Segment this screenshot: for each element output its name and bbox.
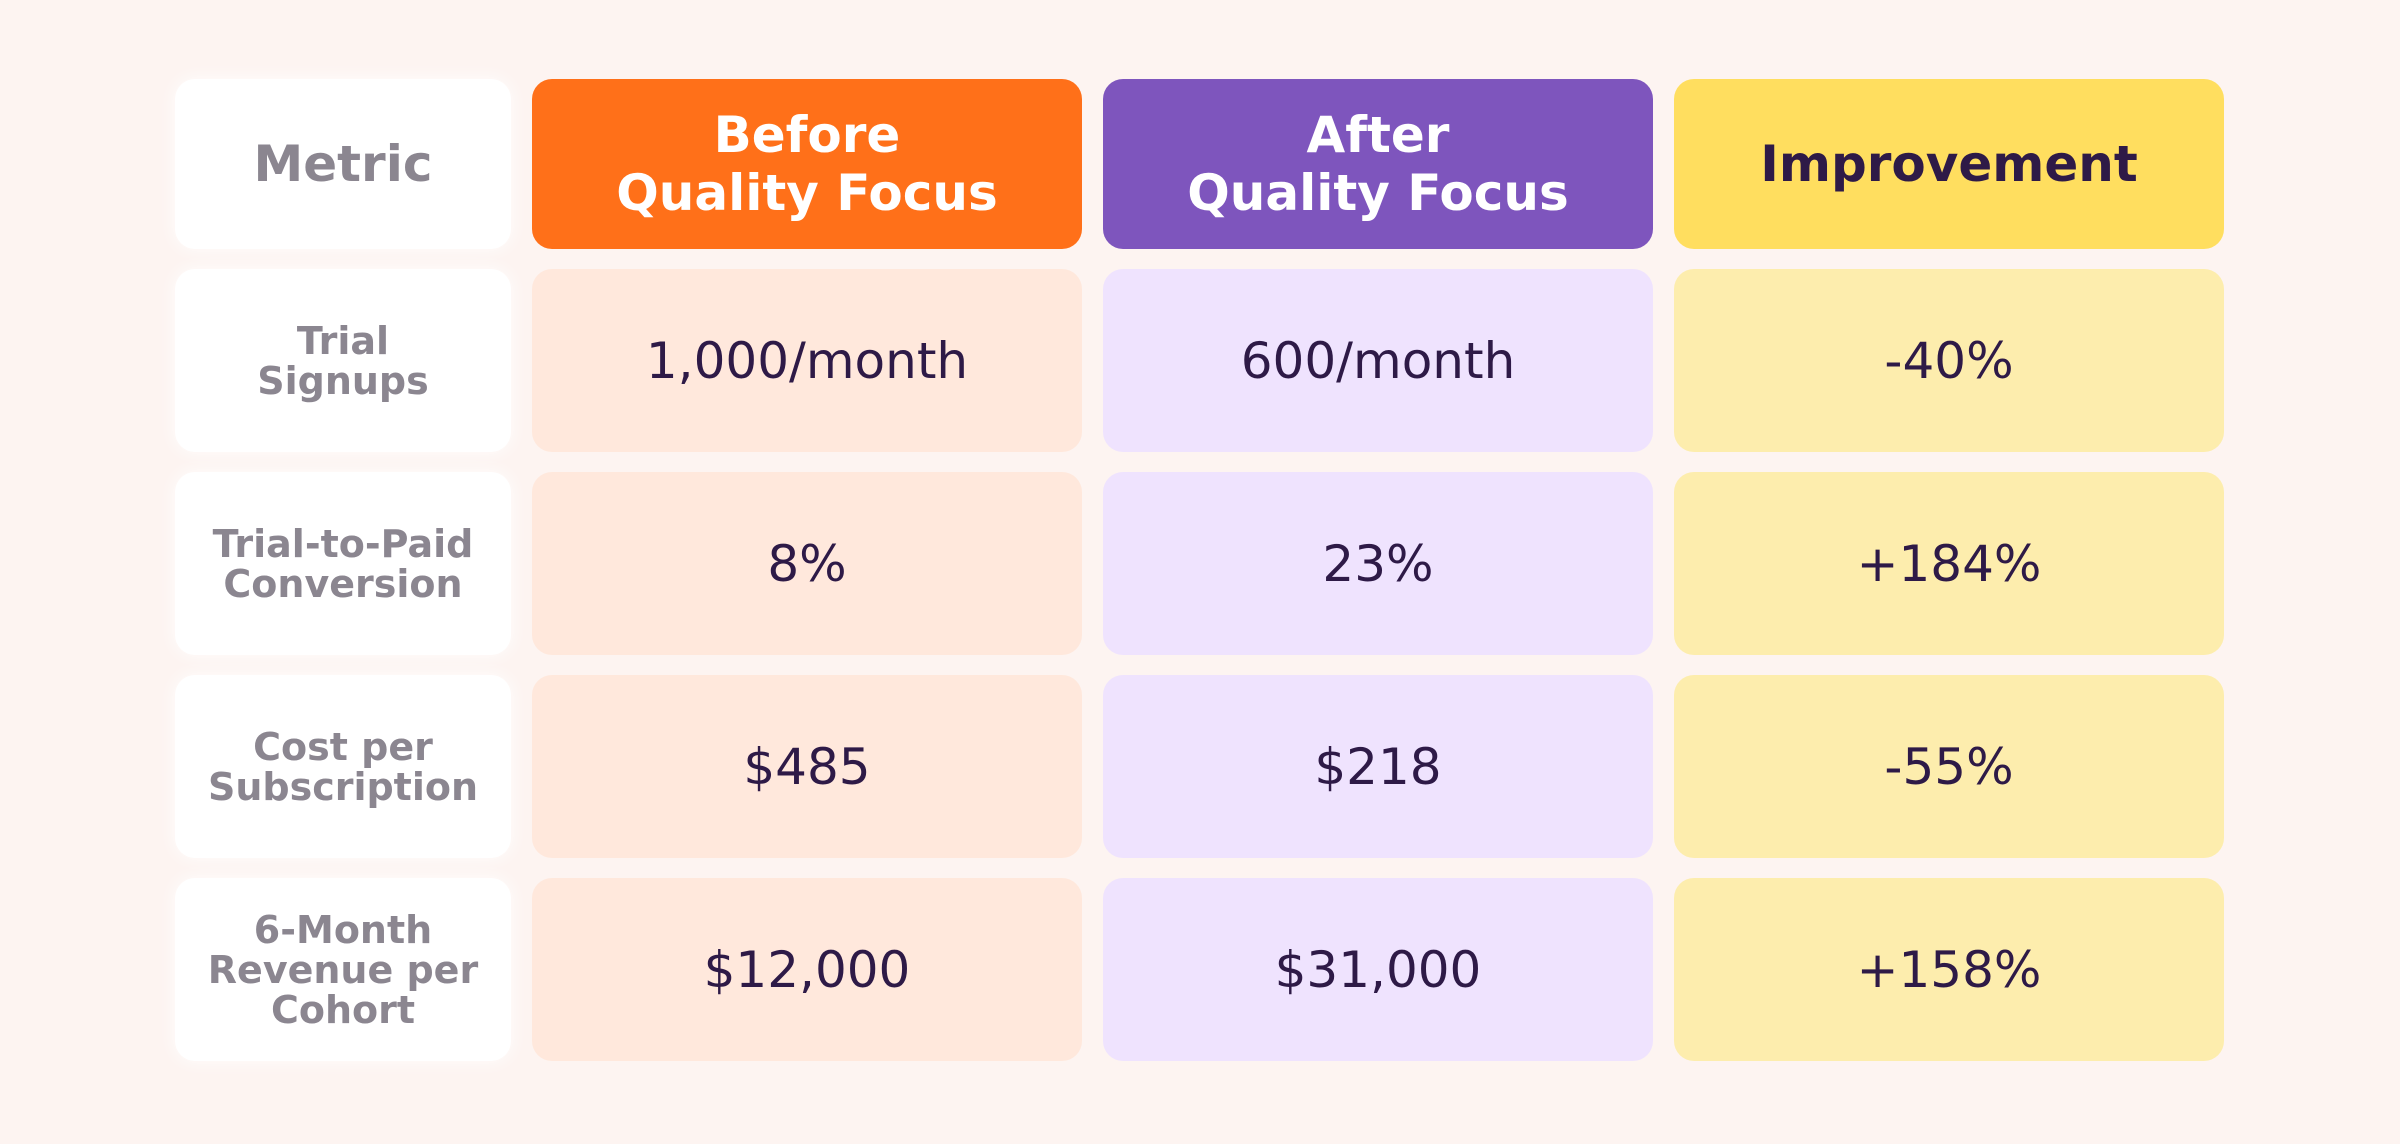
comparison-table: Metric Before Quality Focus After Qualit… (175, 79, 2224, 1061)
header-improvement: Improvement (1674, 79, 2224, 249)
header-after-quality-focus: After Quality Focus (1103, 79, 1653, 249)
metric-label-6-month-revenue-per-cohort: 6-Month Revenue per Cohort (175, 878, 511, 1061)
improvement-value-6-month-revenue-per-cohort: +158% (1674, 878, 2224, 1061)
before-value-trial-signups: 1,000/month (532, 269, 1082, 452)
after-value-6-month-revenue-per-cohort: $31,000 (1103, 878, 1653, 1061)
improvement-value-cost-per-subscription: -55% (1674, 675, 2224, 858)
after-value-trial-signups: 600/month (1103, 269, 1653, 452)
after-value-trial-to-paid-conversion: 23% (1103, 472, 1653, 655)
improvement-value-trial-signups: -40% (1674, 269, 2224, 452)
before-value-6-month-revenue-per-cohort: $12,000 (532, 878, 1082, 1061)
improvement-value-trial-to-paid-conversion: +184% (1674, 472, 2224, 655)
metric-label-cost-per-subscription: Cost per Subscription (175, 675, 511, 858)
after-value-cost-per-subscription: $218 (1103, 675, 1653, 858)
before-value-cost-per-subscription: $485 (532, 675, 1082, 858)
metric-label-trial-to-paid-conversion: Trial-to-Paid Conversion (175, 472, 511, 655)
metric-label-trial-signups: Trial Signups (175, 269, 511, 452)
before-value-trial-to-paid-conversion: 8% (532, 472, 1082, 655)
header-before-quality-focus: Before Quality Focus (532, 79, 1082, 249)
header-metric: Metric (175, 79, 511, 249)
